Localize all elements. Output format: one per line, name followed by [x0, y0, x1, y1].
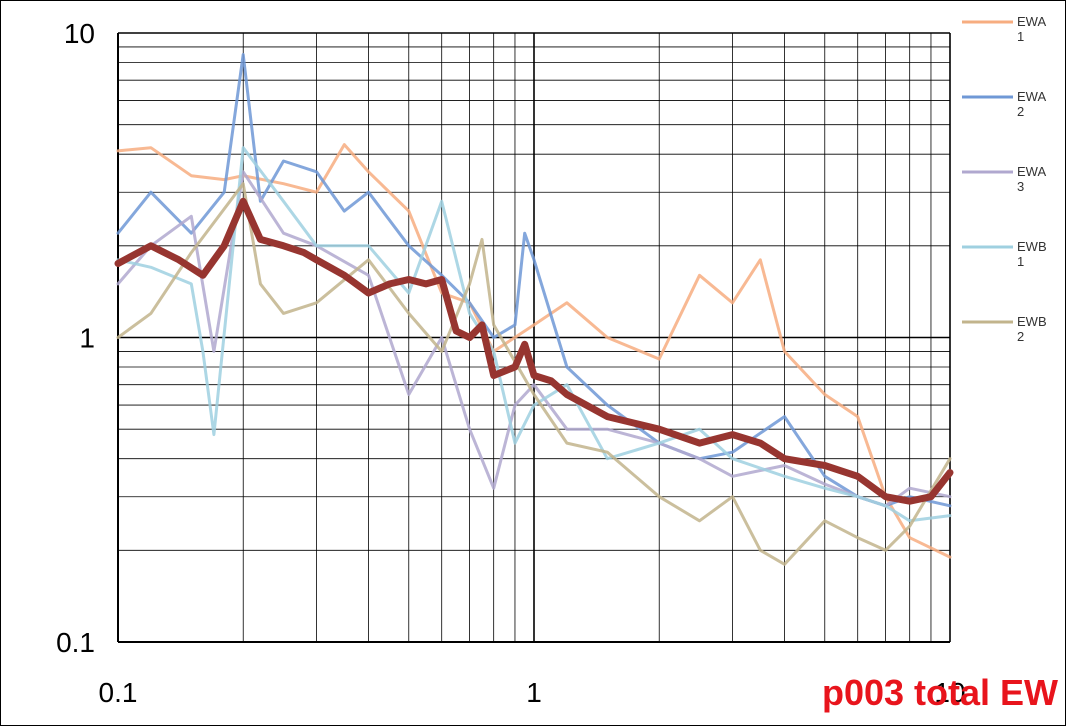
x-tick-label: 1: [526, 677, 542, 708]
y-tick-label: 1: [79, 323, 95, 354]
grid-lines: [117, 32, 951, 643]
series-line-1: [116, 143, 952, 559]
y-tick-label: 10: [64, 18, 95, 49]
chart-title: p003 total EW: [822, 672, 1058, 713]
legend-label: EWB: [1017, 239, 1047, 254]
series-group: [114, 53, 954, 566]
legend-label: EWA: [1017, 164, 1046, 179]
series-line-3: [116, 170, 952, 508]
legend-label: 1: [1017, 29, 1024, 44]
legend-label: EWA: [1017, 14, 1046, 29]
legend-label: 3: [1017, 179, 1024, 194]
series-line-2: [116, 53, 952, 508]
series-line-6: [114, 197, 954, 505]
legend-label: EWB: [1017, 314, 1047, 329]
x-tick-label: 10: [934, 677, 965, 708]
y-tick-label: 0.1: [56, 627, 95, 658]
legend-label: 2: [1017, 329, 1024, 344]
tick-labels: 0.1 1 10 10 1 0.1: [56, 18, 966, 708]
x-tick-label: 0.1: [99, 677, 138, 708]
series-line-4: [116, 146, 952, 523]
series-line-5: [116, 182, 952, 566]
legend-label: EWA: [1017, 89, 1046, 104]
legend-label: 2: [1017, 104, 1024, 119]
legend-label: 1: [1017, 254, 1024, 269]
